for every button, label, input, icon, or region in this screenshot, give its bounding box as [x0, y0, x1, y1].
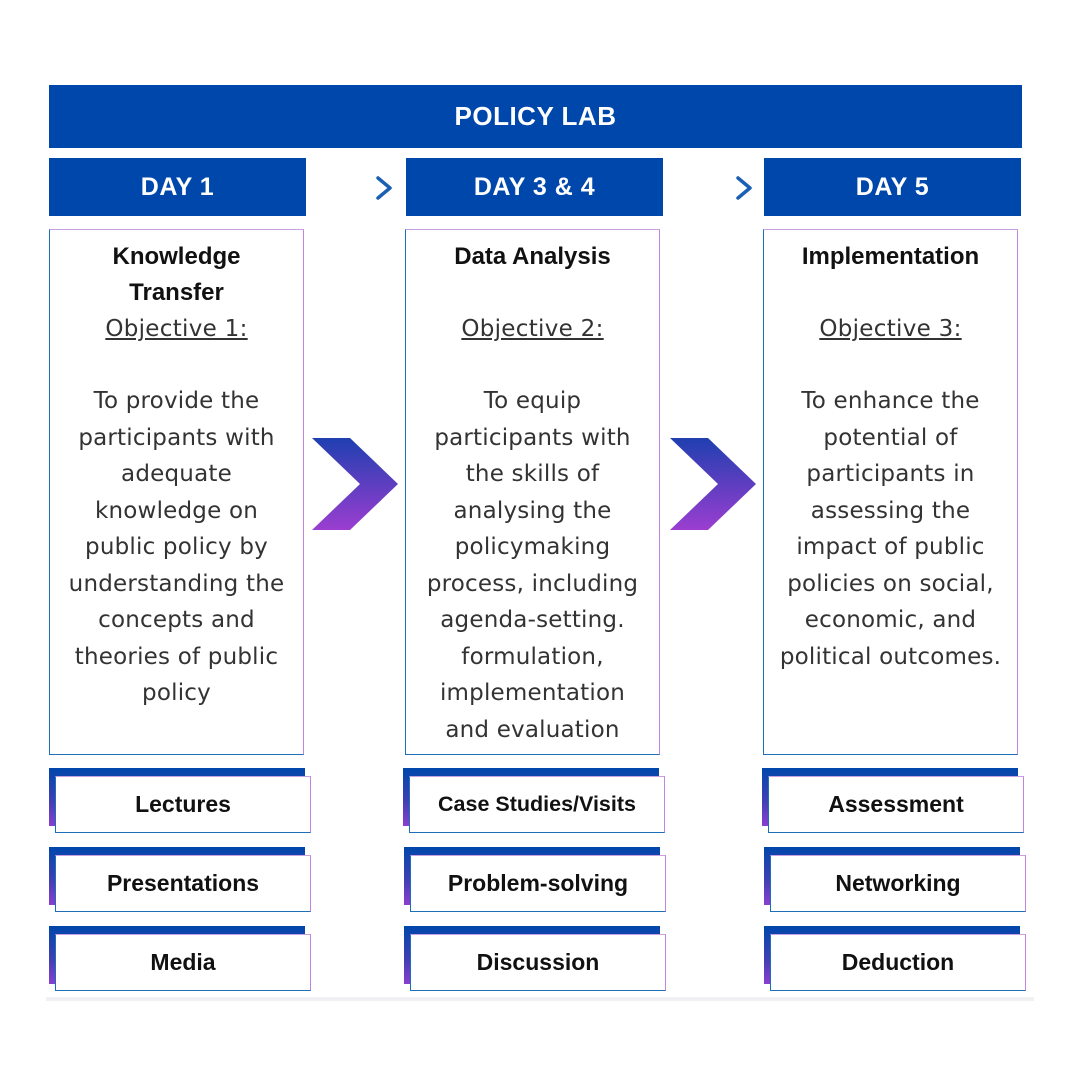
description-line: policy [142, 680, 211, 706]
description-line: participants with [434, 424, 631, 451]
objective-description: To equip participants with the skills of… [406, 383, 659, 748]
objective-label: Objective 3: [819, 316, 962, 342]
description-line: policymaking [454, 534, 611, 560]
description-line: understanding the [68, 570, 285, 597]
policy-lab-title: POLICY LAB [49, 85, 1022, 148]
description-line: public policy by [85, 534, 268, 560]
description-line: To provide the [93, 388, 260, 414]
objective-label: Objective 2: [461, 316, 604, 342]
activity-deduction: Deduction [764, 926, 1026, 991]
activity-media: Media [49, 926, 311, 991]
day-5-header: DAY 5 [764, 158, 1021, 216]
card-heading: Data Analysis [406, 239, 659, 275]
activity-label: Lectures [55, 776, 311, 833]
description-line: assessing the [810, 497, 971, 524]
chevron-right-icon [670, 438, 756, 530]
description-line: agenda-setting. [440, 607, 625, 633]
card-heading: Implementation [764, 239, 1017, 275]
chevron-right-icon [312, 438, 398, 530]
description-line: process, including [426, 570, 639, 597]
description-line: adequate [121, 461, 232, 487]
activity-assessment: Assessment [762, 768, 1024, 833]
activity-label: Networking [770, 855, 1026, 912]
activity-label: Media [55, 934, 311, 991]
bottom-divider [46, 997, 1034, 1001]
description-line: and evaluation [445, 716, 620, 743]
activity-case-studies: Case Studies/Visits [403, 768, 665, 833]
activity-label: Case Studies/Visits [409, 776, 665, 833]
description-line: formulation, [461, 643, 604, 670]
description-line: To enhance the [801, 388, 980, 414]
activity-problem-solving: Problem-solving [404, 847, 666, 912]
day-1-header: DAY 1 [49, 158, 306, 216]
objective-card-2: Data Analysis Objective 2: To equip part… [405, 229, 660, 755]
objective-card-1: Knowledge Transfer Objective 1: To provi… [49, 229, 304, 755]
card-heading-line: Transfer [129, 279, 224, 306]
description-line: participants in [806, 461, 975, 487]
objective-label: Objective 1: [105, 316, 248, 342]
description-line: participants with [78, 424, 275, 451]
objective-description: To enhance the potential of participants… [764, 383, 1017, 675]
right-arrow-icon [316, 176, 392, 200]
activity-discussion: Discussion [404, 926, 666, 991]
activity-lectures: Lectures [49, 768, 311, 833]
objective-description: To provide the participants with adequat… [50, 383, 303, 712]
card-heading-line: Implementation [801, 243, 980, 270]
activity-label: Presentations [55, 855, 311, 912]
activity-label: Problem-solving [410, 855, 666, 912]
description-line: concepts and [98, 607, 255, 633]
activity-label: Deduction [770, 934, 1026, 991]
description-line: knowledge on [94, 497, 259, 524]
card-heading: Knowledge Transfer [50, 239, 303, 311]
description-line: impact of public [796, 534, 985, 560]
description-line: theories of public [74, 643, 279, 670]
card-heading-line: Data Analysis [454, 243, 611, 270]
description-line: the skills of [465, 461, 600, 487]
description-line: policies on social, [787, 570, 994, 597]
description-line: economic, and [804, 607, 977, 633]
description-line: To equip [483, 388, 582, 414]
description-line: implementation [439, 680, 626, 706]
right-arrow-icon [676, 176, 752, 200]
card-heading-line: Knowledge [112, 243, 241, 270]
description-line: potential of [823, 424, 958, 451]
activity-presentations: Presentations [49, 847, 311, 912]
activity-label: Assessment [768, 776, 1024, 833]
description-line: analysing the [453, 497, 612, 524]
activity-label: Discussion [410, 934, 666, 991]
day-3-4-header: DAY 3 & 4 [406, 158, 663, 216]
description-line: political outcomes. [779, 643, 1002, 670]
activity-networking: Networking [764, 847, 1026, 912]
objective-card-3: Implementation Objective 3: To enhance t… [763, 229, 1018, 755]
